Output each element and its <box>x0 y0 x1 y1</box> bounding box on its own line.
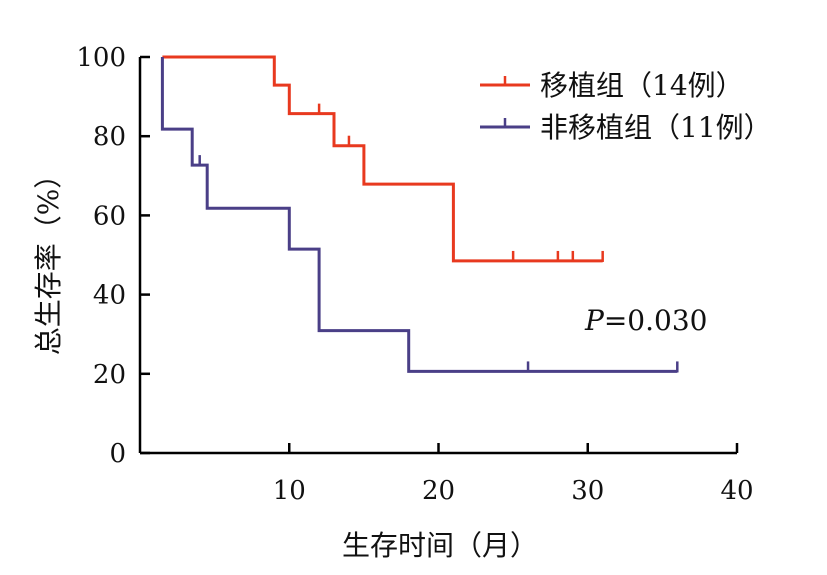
p-value-symbol: P <box>584 304 605 337</box>
series-2 <box>160 57 679 373</box>
y-tick-label: 100 <box>76 43 126 73</box>
x-tick-label: 10 <box>273 476 306 506</box>
x-tick-label: 40 <box>720 476 753 506</box>
legend-label-1: 移植组（14例） <box>540 69 744 102</box>
p-value-annotation: P=0.030 <box>584 304 707 337</box>
series-layer <box>160 55 679 373</box>
series-1 <box>162 55 604 263</box>
y-tick-label: 60 <box>93 201 126 231</box>
legend-label-2: 非移植组（11例） <box>540 111 772 144</box>
y-tick-label: 80 <box>93 122 126 152</box>
y-axis-title: 总生存率（%） <box>32 161 65 356</box>
x-axis-title: 生存时间（月） <box>342 529 538 562</box>
p-value-number: =0.030 <box>604 304 708 337</box>
y-tick-label: 0 <box>109 439 126 469</box>
x-tick-label: 20 <box>422 476 455 506</box>
legend: 移植组（14例） 非移植组（11例） <box>480 69 772 144</box>
axis-ticks: 0 20 40 60 80 100 10 20 30 40 <box>76 43 753 506</box>
y-tick-label: 20 <box>93 360 126 390</box>
series-1-line <box>162 55 603 263</box>
series-2-line <box>160 57 678 373</box>
y-tick-label: 40 <box>93 281 126 311</box>
x-tick-label: 30 <box>571 476 604 506</box>
